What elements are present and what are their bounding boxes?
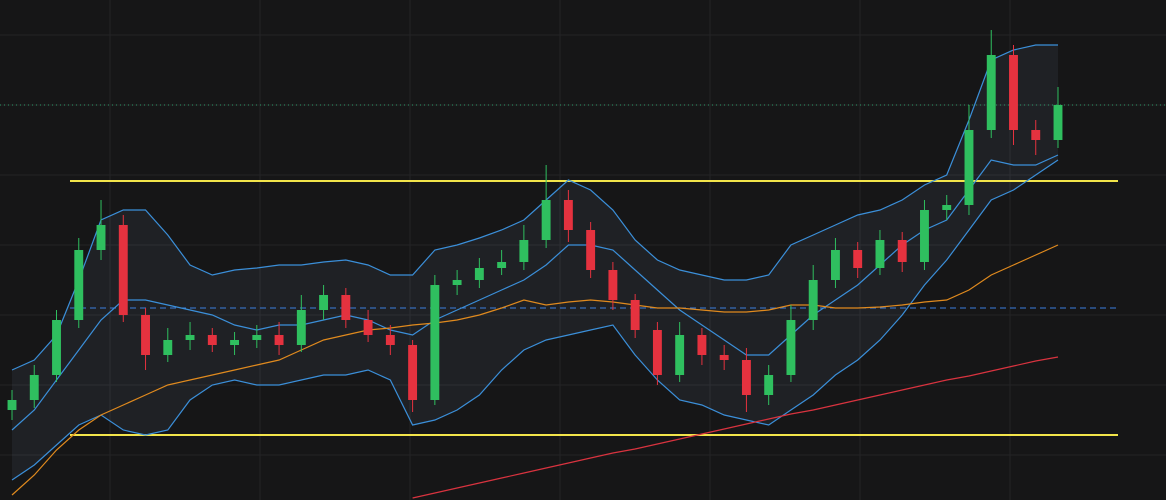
candle-body — [319, 295, 329, 310]
candle-body — [964, 130, 974, 205]
candle-body — [808, 280, 818, 320]
candle-body — [118, 225, 128, 315]
candle-body — [497, 262, 507, 268]
candle-body — [207, 335, 217, 345]
candle-body — [452, 280, 462, 285]
candle-body — [296, 310, 306, 345]
candle-body — [7, 400, 17, 410]
candle-body — [408, 345, 418, 400]
candle-body — [741, 360, 751, 395]
candle-body — [1031, 130, 1041, 140]
candle-body — [652, 330, 662, 375]
candle-body — [474, 268, 484, 280]
candle-body — [274, 335, 284, 345]
indicator-line — [412, 356, 1059, 499]
candle-body — [185, 335, 195, 340]
candle-body — [1009, 55, 1018, 130]
candle-body — [764, 375, 774, 395]
candle-body — [586, 230, 596, 270]
candle-body — [74, 250, 84, 320]
candle-body — [675, 335, 685, 375]
candle-body — [897, 240, 907, 262]
candle-body — [719, 355, 729, 360]
candle-body — [608, 270, 618, 300]
candle-body — [363, 320, 373, 335]
candle-body — [96, 225, 106, 250]
candle-body — [519, 240, 529, 262]
candle-body — [786, 320, 796, 375]
candle-body — [920, 210, 929, 262]
candle-body — [942, 205, 952, 210]
indicator-line — [11, 44, 1058, 371]
candle-body — [141, 315, 150, 355]
candle-body — [385, 335, 395, 345]
candle-body — [853, 250, 863, 268]
candle-body — [230, 340, 240, 345]
candle-body — [697, 335, 707, 355]
band-fill — [12, 45, 1058, 480]
candle-body — [29, 375, 39, 400]
indicator-line — [11, 159, 1059, 481]
candle-body — [52, 320, 61, 375]
indicator-line — [11, 244, 1059, 496]
candle-body — [252, 335, 262, 340]
candle-body — [430, 285, 440, 400]
candle-body — [875, 240, 885, 268]
candle-body — [541, 200, 551, 240]
candle-body — [1053, 105, 1063, 140]
candle-body — [830, 250, 840, 280]
candle-body — [163, 340, 173, 355]
candle-body — [341, 295, 351, 320]
candle-body — [630, 300, 640, 330]
candle-body — [563, 200, 573, 230]
candle-body — [986, 55, 996, 130]
